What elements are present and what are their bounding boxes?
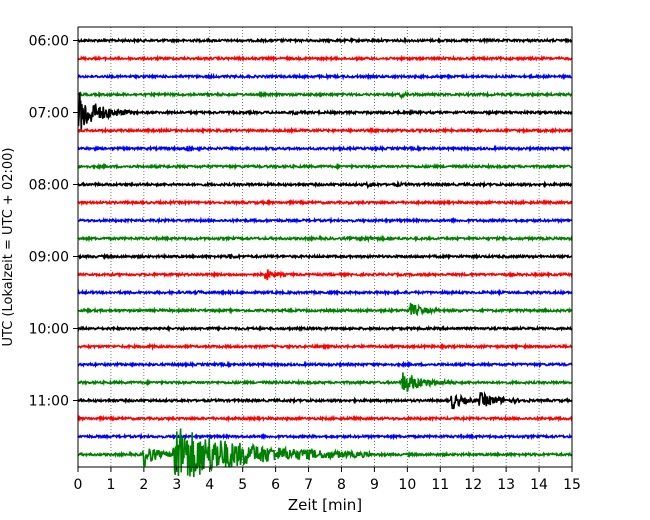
trace-line — [77, 162, 573, 171]
y-tick-label: 10:00 — [29, 322, 69, 338]
x-ticks: 0 1 2 3 4 5 6 7 8 9 10 11 12 13 14 15 — [74, 467, 581, 493]
trace-line — [77, 391, 573, 410]
x-tick-label: 1 — [106, 477, 115, 493]
x-tick-label: 13 — [497, 477, 515, 493]
x-tick-label: 2 — [139, 477, 148, 493]
grid — [110, 27, 540, 467]
x-tick-label: 12 — [464, 477, 482, 493]
x-axis-label: Zeit [min] — [288, 496, 362, 514]
trace-line — [77, 302, 573, 317]
trace-line — [77, 198, 573, 207]
trace-line — [77, 252, 573, 261]
trace-line — [77, 216, 573, 225]
x-tick-label: 0 — [74, 477, 83, 493]
trace-line — [77, 54, 573, 63]
y-tick-label: 08:00 — [29, 178, 69, 194]
y-tick-label: 09:00 — [29, 250, 69, 266]
x-tick-label: 3 — [172, 477, 181, 493]
x-tick-label: 11 — [431, 477, 449, 493]
y-tick-label: 11:00 — [29, 394, 69, 410]
x-tick-label: 14 — [530, 477, 548, 493]
y-axis-label: UTC (Lokalzeit = UTC + 02:00) — [1, 148, 16, 347]
y-ticks: 06:00 07:00 08:00 09:00 10:00 11:00 — [29, 34, 78, 410]
trace-line — [77, 342, 573, 351]
x-tick-label: 9 — [370, 477, 379, 493]
plot-frame — [77, 26, 573, 468]
trace-line — [77, 324, 573, 333]
y-tick-label: 06:00 — [29, 34, 69, 50]
trace-line — [77, 72, 573, 81]
trace-line — [77, 414, 573, 423]
trace-line — [77, 432, 573, 441]
trace-line — [77, 144, 573, 153]
trace-line — [77, 36, 573, 45]
trace-line — [77, 372, 573, 392]
traces — [77, 36, 573, 478]
y-tick-label: 07:00 — [29, 106, 69, 122]
trace-line — [77, 126, 573, 135]
x-tick-label: 4 — [205, 477, 214, 493]
x-tick-label: 10 — [398, 477, 416, 493]
plot-area — [78, 27, 572, 467]
trace-line — [77, 234, 573, 244]
trace-line — [77, 180, 573, 190]
trace-line — [77, 288, 573, 297]
x-tick-label: 6 — [271, 477, 280, 493]
x-tick-label: 8 — [337, 477, 346, 493]
x-tick-label: 7 — [304, 477, 313, 493]
trace-line — [77, 90, 573, 101]
trace-line — [77, 92, 573, 132]
trace-line — [77, 269, 573, 281]
trace-line — [77, 428, 573, 478]
x-tick-label: 15 — [563, 477, 581, 493]
x-tick-label: 5 — [238, 477, 247, 493]
trace-line — [77, 360, 573, 369]
